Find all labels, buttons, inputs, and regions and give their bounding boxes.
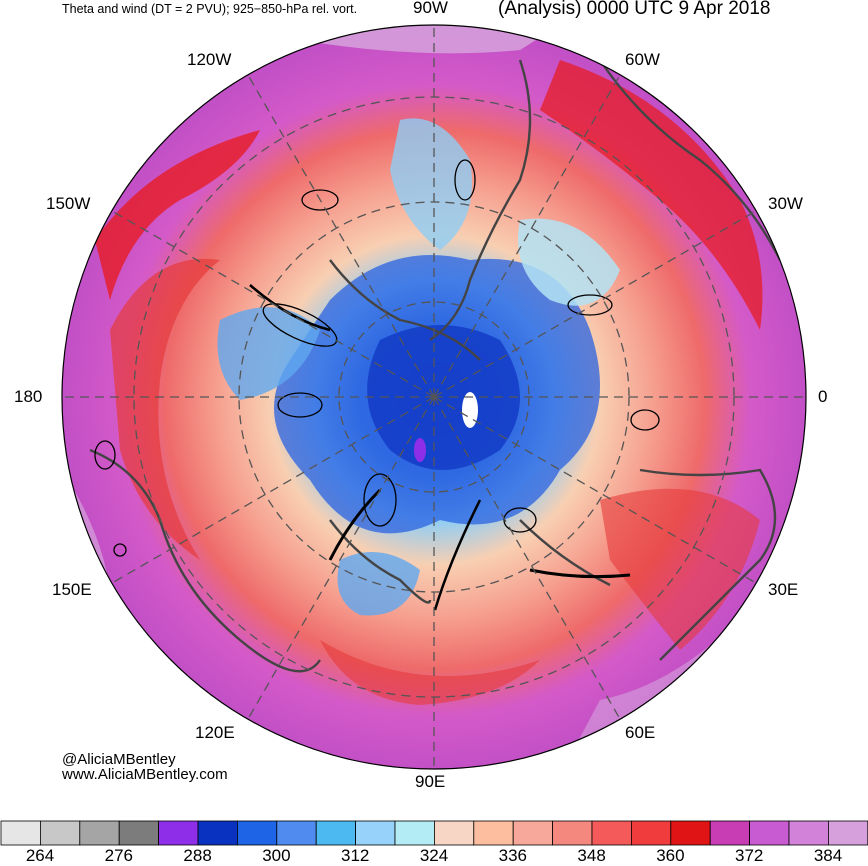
lon-label-120e: 120E: [195, 723, 235, 742]
cold-core: [367, 325, 520, 470]
colorbar-swatch: [40, 820, 81, 846]
jet-band: [110, 258, 220, 560]
jet-band: [540, 60, 763, 330]
colorbar-swatch: [749, 820, 790, 846]
lon-label-150e: 150E: [52, 580, 92, 599]
credit-handle: @AliciaMBentley: [62, 751, 176, 768]
colorbar-swatch: [788, 820, 829, 846]
colorbar-swatch: [79, 820, 120, 846]
colorbar-swatch: [591, 820, 632, 846]
lon-label-180: 180: [14, 387, 43, 406]
jet-band: [95, 130, 260, 300]
map-disc: [62, 25, 806, 769]
colorbar-swatch: [433, 820, 475, 846]
colorbar: [0, 820, 868, 846]
colorbar-tick-label: 348: [577, 846, 606, 865]
light-blue-lobe: [390, 118, 472, 250]
lon-label-60w: 60W: [625, 50, 660, 69]
colorbar-tick-label: 300: [262, 846, 291, 865]
white-core: [462, 392, 478, 428]
colorbar-swatch: [158, 820, 199, 846]
colorbar-swatch: [118, 820, 159, 846]
lon-label-30e: 30E: [768, 580, 799, 599]
colorbar-tick-label: 288: [183, 846, 212, 865]
colorbar-swatch: [473, 820, 514, 846]
lon-label-150w: 150W: [46, 194, 91, 213]
colorbar-swatch: [670, 820, 711, 846]
colorbar-swatch: [197, 820, 238, 846]
colorbar-swatch: [631, 820, 672, 846]
credit-website: www.AliciaMBentley.com: [62, 766, 228, 783]
right-title: (Analysis) 0000 UTC 9 Apr 2018: [498, 0, 771, 19]
colorbar-swatch: [828, 820, 868, 846]
colorbar-swatch: [394, 820, 435, 846]
lon-label-30w: 30W: [768, 194, 803, 213]
colorbar-tick-label: 372: [735, 846, 764, 865]
colorbar-tick-label: 360: [656, 846, 685, 865]
jet-band: [320, 640, 540, 705]
lon-label-90w: 90W: [413, 0, 448, 17]
colorbar-swatch: [355, 820, 396, 846]
coastlines: [89, 59, 782, 673]
colorbar-tick-label: 264: [25, 846, 55, 865]
colorbar-swatch: [276, 820, 317, 846]
map-boundary: [61, 24, 807, 770]
colorbar-swatch: [512, 820, 554, 846]
colorbar-tick-label: 336: [498, 846, 527, 865]
vorticity-contours: [94, 159, 660, 611]
colorbar-swatch: [0, 820, 41, 846]
colorbar-swatch: [709, 820, 751, 846]
lon-label-90e: 90E: [415, 772, 446, 791]
colorbar-tick-label: 324: [419, 846, 449, 865]
colorbar-tick-label: 312: [341, 846, 370, 865]
light-blue-lobe: [518, 218, 620, 306]
colorbar-tick-label: 276: [104, 846, 133, 865]
colorbar-swatch: [236, 820, 278, 846]
lon-label-0: 0: [818, 387, 828, 406]
lon-label-120w: 120W: [187, 50, 232, 69]
colorbar-tick-label: 384: [813, 846, 843, 865]
colorbar-swatch: [315, 820, 357, 846]
purple-core: [414, 438, 426, 462]
blue-lobe: [217, 307, 320, 400]
left-title: Theta and wind (DT = 2 PVU); 925−850-hPa…: [62, 2, 358, 16]
lon-label-60e: 60E: [625, 723, 656, 742]
meridians: [62, 25, 806, 769]
colorbar-swatch: [552, 820, 593, 846]
